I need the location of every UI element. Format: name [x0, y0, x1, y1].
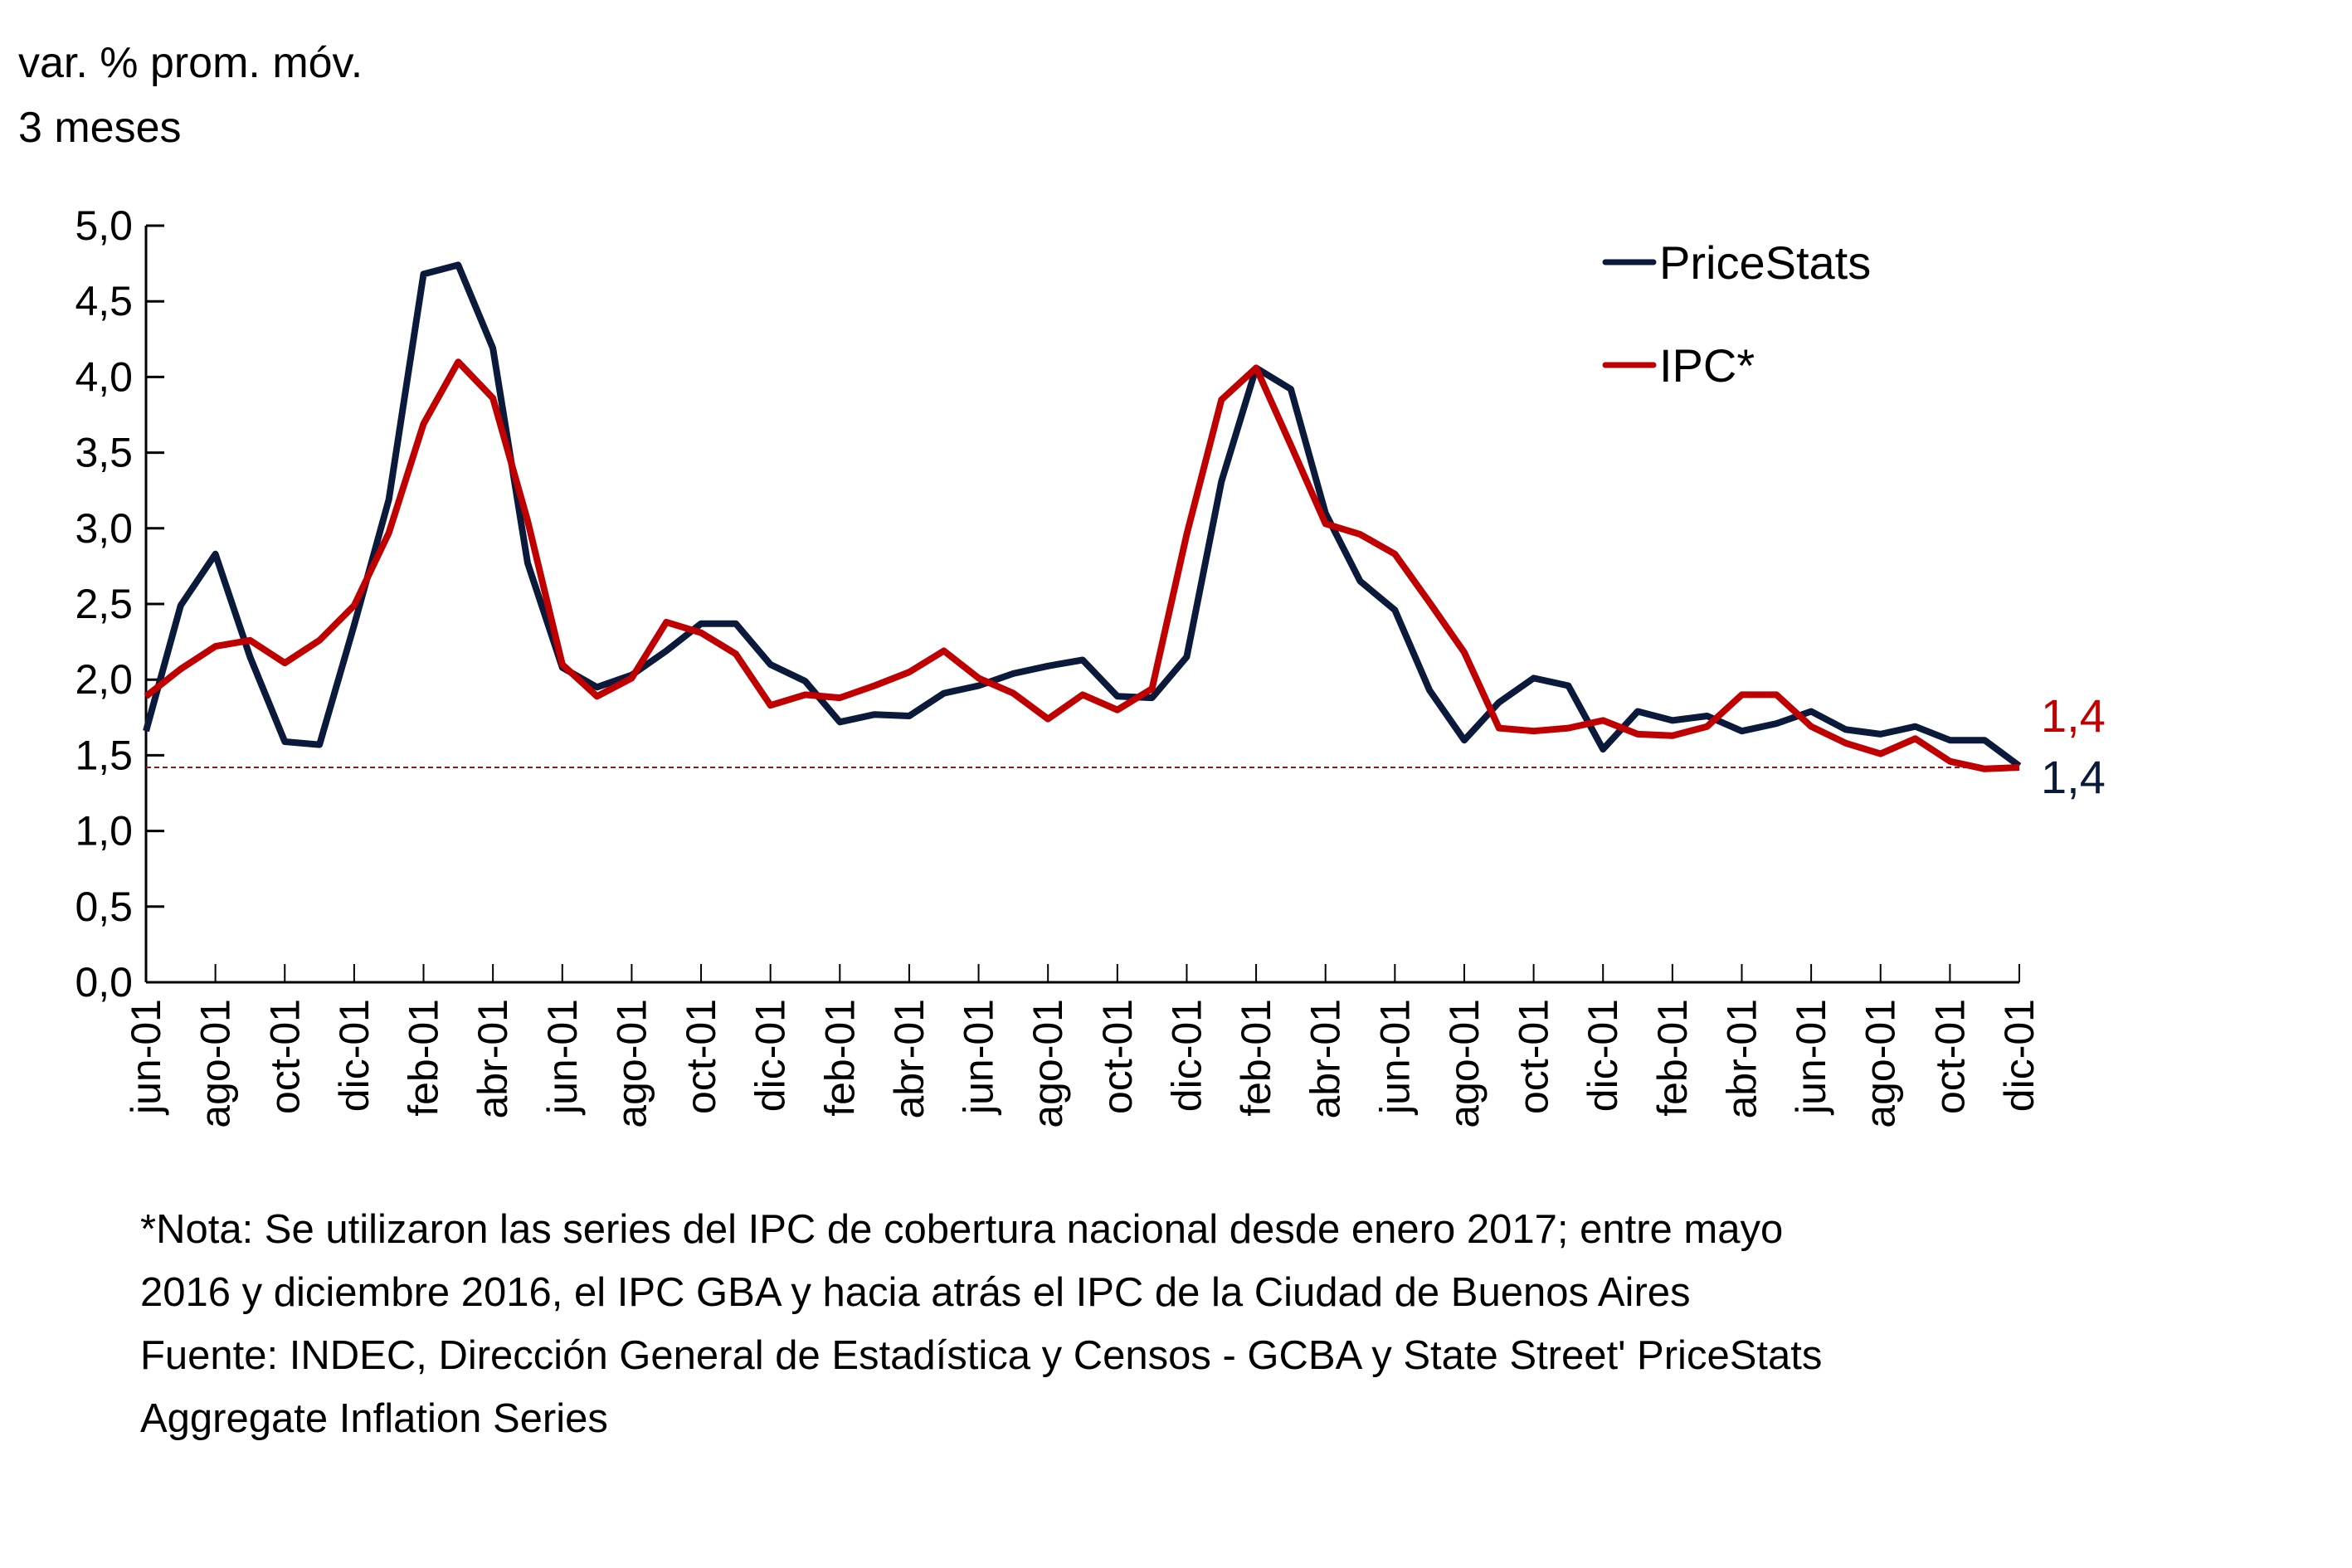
x-tick-label: oct-01	[678, 999, 724, 1114]
x-tick-label: abr-01	[1303, 999, 1349, 1119]
axes: 0,0 0,5 1,0 1,5 2,0 2,5 3,0 3,5 4,0 4,5 5,0 jun-01 a…	[75, 202, 2043, 1128]
series-group	[143, 261, 2022, 772]
x-tick-label: abr-01	[886, 999, 933, 1119]
y-tick-label: 2,0	[75, 656, 133, 703]
end-label-ipc: 1,4	[2041, 689, 2106, 742]
footnote-source-line-1: Fuente: INDEC, Dirección General de Esta…	[140, 1333, 1823, 1378]
x-tick-label: feb-01	[816, 999, 863, 1117]
x-tick-label: dic-01	[1163, 999, 1210, 1112]
x-tick-label: ago-01	[1858, 999, 1904, 1128]
x-tick-label: ago-01	[192, 999, 239, 1128]
y-tick-label: 1,0	[75, 808, 133, 855]
y-tick-label: 0,0	[75, 959, 133, 1006]
footnote-note-line-2: 2016 y diciembre 2016, el IPC GBA y haci…	[140, 1270, 1691, 1315]
x-tick-label: feb-01	[1233, 999, 1279, 1117]
x-tick-label: oct-01	[1094, 999, 1141, 1114]
x-tick-label: dic-01	[1996, 999, 2043, 1112]
x-tick-label: jun-01	[539, 999, 586, 1116]
x-tick-label: jun-01	[123, 999, 169, 1116]
footnote-note-line-1: *Nota: Se utilizaron las series del IPC …	[140, 1207, 1784, 1252]
x-tick-label: jun-01	[956, 999, 1002, 1116]
x-tick-label: abr-01	[470, 999, 516, 1119]
y-tick-label: 3,5	[75, 430, 133, 476]
y-tick-label: 3,0	[75, 505, 133, 552]
x-tick-label: jun-01	[1788, 999, 1834, 1116]
x-tick-label: feb-01	[401, 999, 447, 1117]
end-label-pricestats: 1,4	[2041, 751, 2106, 803]
x-tick-label: jun-01	[1371, 999, 1418, 1116]
legend: PriceStats IPC*	[1602, 236, 1871, 392]
y-tick-label: 4,0	[75, 353, 133, 400]
footnote-source-line-2: Aggregate Inflation Series	[140, 1396, 608, 1441]
x-tick-label: dic-01	[747, 999, 794, 1112]
x-tick-label: ago-01	[608, 999, 655, 1128]
y-tick-label: 1,5	[75, 732, 133, 778]
y-axis-title-line-2: 3 meses	[18, 104, 182, 152]
x-tick-label: oct-01	[1926, 999, 1973, 1114]
y-axis-title-line-1: var. % prom. móv.	[18, 39, 363, 87]
y-tick-label: 0,5	[75, 884, 133, 930]
x-tick-label: dic-01	[1580, 999, 1626, 1112]
y-tick-label: 5,0	[75, 202, 133, 249]
x-tick-label: feb-01	[1649, 999, 1696, 1117]
series-line-ipc	[144, 358, 2020, 772]
series-line-pricestats	[143, 261, 2022, 769]
legend-label-pricestats: PriceStats	[1659, 236, 1871, 289]
x-tick-label: dic-01	[331, 999, 377, 1112]
y-tick-label: 4,5	[75, 278, 133, 324]
x-tick-label: abr-01	[1718, 999, 1765, 1119]
x-tick-label: oct-01	[261, 999, 308, 1114]
x-tick-label: ago-01	[1441, 999, 1488, 1128]
end-labels: 1,41,4	[2041, 689, 2106, 803]
x-tick-label: ago-01	[1025, 999, 1071, 1128]
legend-label-ipc: IPC*	[1659, 339, 1755, 392]
x-tick-label: oct-01	[1511, 999, 1557, 1114]
y-tick-label: 2,5	[75, 581, 133, 627]
